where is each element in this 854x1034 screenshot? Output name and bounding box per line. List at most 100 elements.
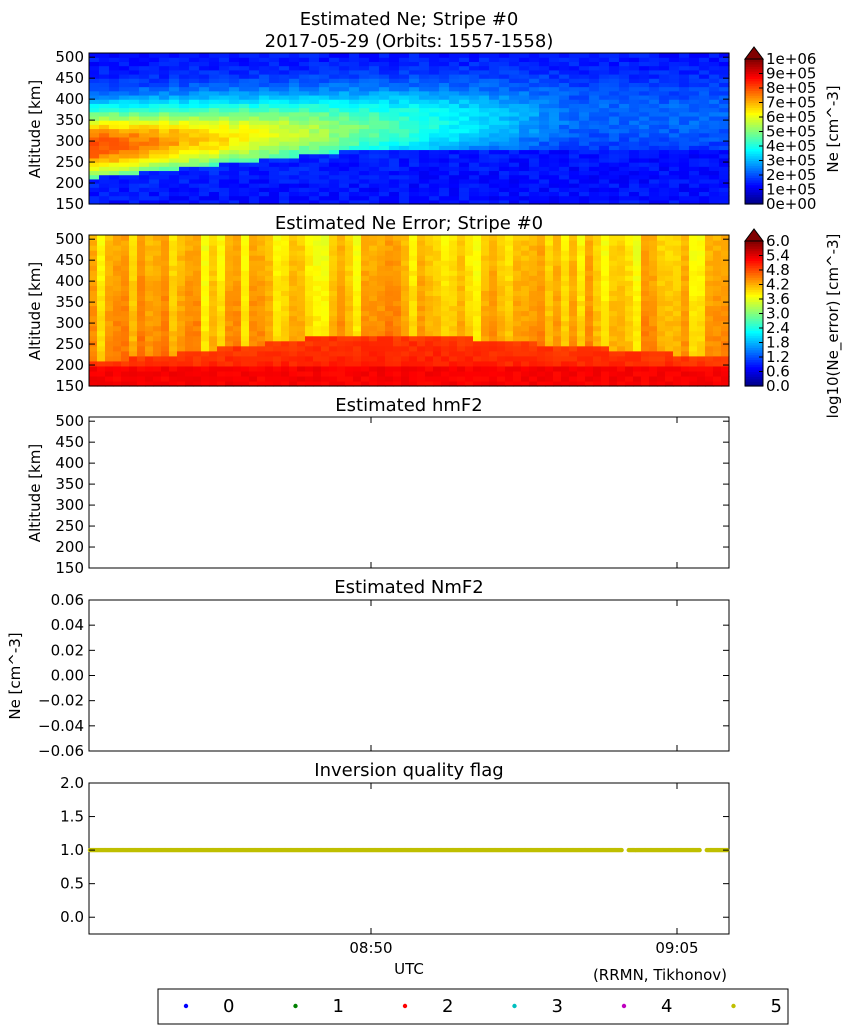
y-tick-label: 400: [55, 272, 84, 290]
heat-cell: [449, 290, 458, 296]
heat-cell: [521, 365, 530, 372]
heat-cell: [99, 132, 110, 138]
heat-cell: [633, 370, 642, 377]
heat-cell: [417, 285, 426, 291]
heat-cell: [369, 370, 378, 377]
heat-cell: [393, 370, 402, 377]
heat-cell: [219, 191, 230, 197]
heat-cell: [673, 345, 682, 352]
heat-cell: [673, 340, 682, 347]
heat-cell: [721, 335, 730, 342]
heat-cell: [369, 107, 380, 113]
heat-cell: [441, 340, 450, 347]
heat-cell: [417, 380, 426, 387]
heat-cell: [505, 365, 514, 372]
heat-cell: [281, 315, 290, 322]
heat-cell: [89, 275, 98, 281]
heat-cell: [697, 260, 706, 266]
heat-cell: [399, 124, 410, 130]
heat-cell: [577, 365, 586, 372]
heat-cell: [279, 73, 290, 79]
heat-cell: [679, 136, 690, 142]
heat-cell: [137, 290, 146, 296]
heat-cell: [281, 330, 290, 337]
heat-cell: [259, 86, 270, 92]
heat-cell: [481, 240, 490, 246]
heat-cell: [529, 136, 540, 142]
heat-cell: [409, 270, 418, 276]
heat-cell: [89, 255, 98, 261]
heat-cell: [129, 265, 138, 271]
heat-cell: [89, 78, 100, 83]
heat-cell: [433, 235, 442, 241]
heat-cell: [569, 153, 580, 159]
heat-cell: [549, 178, 560, 184]
heat-cell: [309, 141, 320, 146]
heat-cell: [89, 73, 100, 79]
heat-cell: [673, 355, 682, 362]
heat-cell: [561, 325, 570, 332]
heat-cell: [681, 380, 690, 387]
heat-cell: [249, 115, 260, 121]
heat-cell: [349, 195, 360, 201]
heat-cell: [705, 235, 714, 241]
heat-cell: [519, 191, 530, 197]
heat-cell: [219, 57, 230, 62]
heat-cell: [609, 245, 618, 251]
heat-cell: [393, 355, 402, 362]
heat-cell: [217, 240, 226, 246]
heat-cell: [265, 335, 274, 342]
heat-cell: [459, 136, 470, 142]
heat-cell: [153, 310, 162, 317]
heat-cell: [309, 111, 320, 117]
heat-cell: [577, 265, 586, 271]
heat-cell: [585, 305, 594, 312]
heat-cell: [145, 285, 154, 291]
heat-cell: [353, 300, 362, 307]
heat-cell: [393, 270, 402, 276]
heat-cell: [659, 195, 670, 201]
heat-cell: [185, 305, 194, 312]
heat-cell: [109, 170, 120, 176]
heat-cell: [225, 370, 234, 377]
heat-cell: [281, 265, 290, 271]
heat-cell: [679, 141, 690, 146]
heat-cell: [109, 153, 120, 159]
heat-cell: [689, 73, 700, 79]
heat-cell: [201, 320, 210, 327]
heat-cell: [589, 195, 600, 201]
heat-cell: [439, 157, 450, 163]
heat-cell: [659, 103, 670, 109]
heat-cell: [239, 94, 250, 100]
heat-cell: [353, 255, 362, 261]
heat-cell: [297, 305, 306, 312]
heat-cell: [609, 166, 620, 172]
heat-cell: [549, 195, 560, 201]
heat-cell: [345, 300, 354, 307]
heat-cell: [439, 65, 450, 71]
heat-cell: [609, 355, 618, 362]
heat-cell: [159, 69, 170, 75]
heat-cell: [457, 260, 466, 266]
heat-cell: [329, 86, 340, 92]
heat-cell: [233, 365, 242, 372]
heat-cell: [257, 265, 266, 271]
heat-cell: [329, 82, 340, 88]
heat-cell: [389, 120, 400, 125]
heat-cell: [229, 174, 240, 180]
heat-cell: [99, 141, 110, 146]
heat-cell: [489, 183, 500, 188]
heat-cell: [239, 61, 250, 67]
heat-cell: [169, 290, 178, 296]
heat-cell: [679, 57, 690, 62]
heat-cell: [409, 69, 420, 75]
heat-cell: [359, 195, 370, 201]
heat-cell: [97, 310, 106, 317]
heat-cell: [629, 178, 640, 184]
heat-cell: [193, 305, 202, 312]
heat-cell: [497, 320, 506, 327]
heat-cell: [425, 370, 434, 377]
heat-cell: [393, 235, 402, 241]
heat-cell: [269, 124, 280, 130]
heat-cell: [241, 265, 250, 271]
